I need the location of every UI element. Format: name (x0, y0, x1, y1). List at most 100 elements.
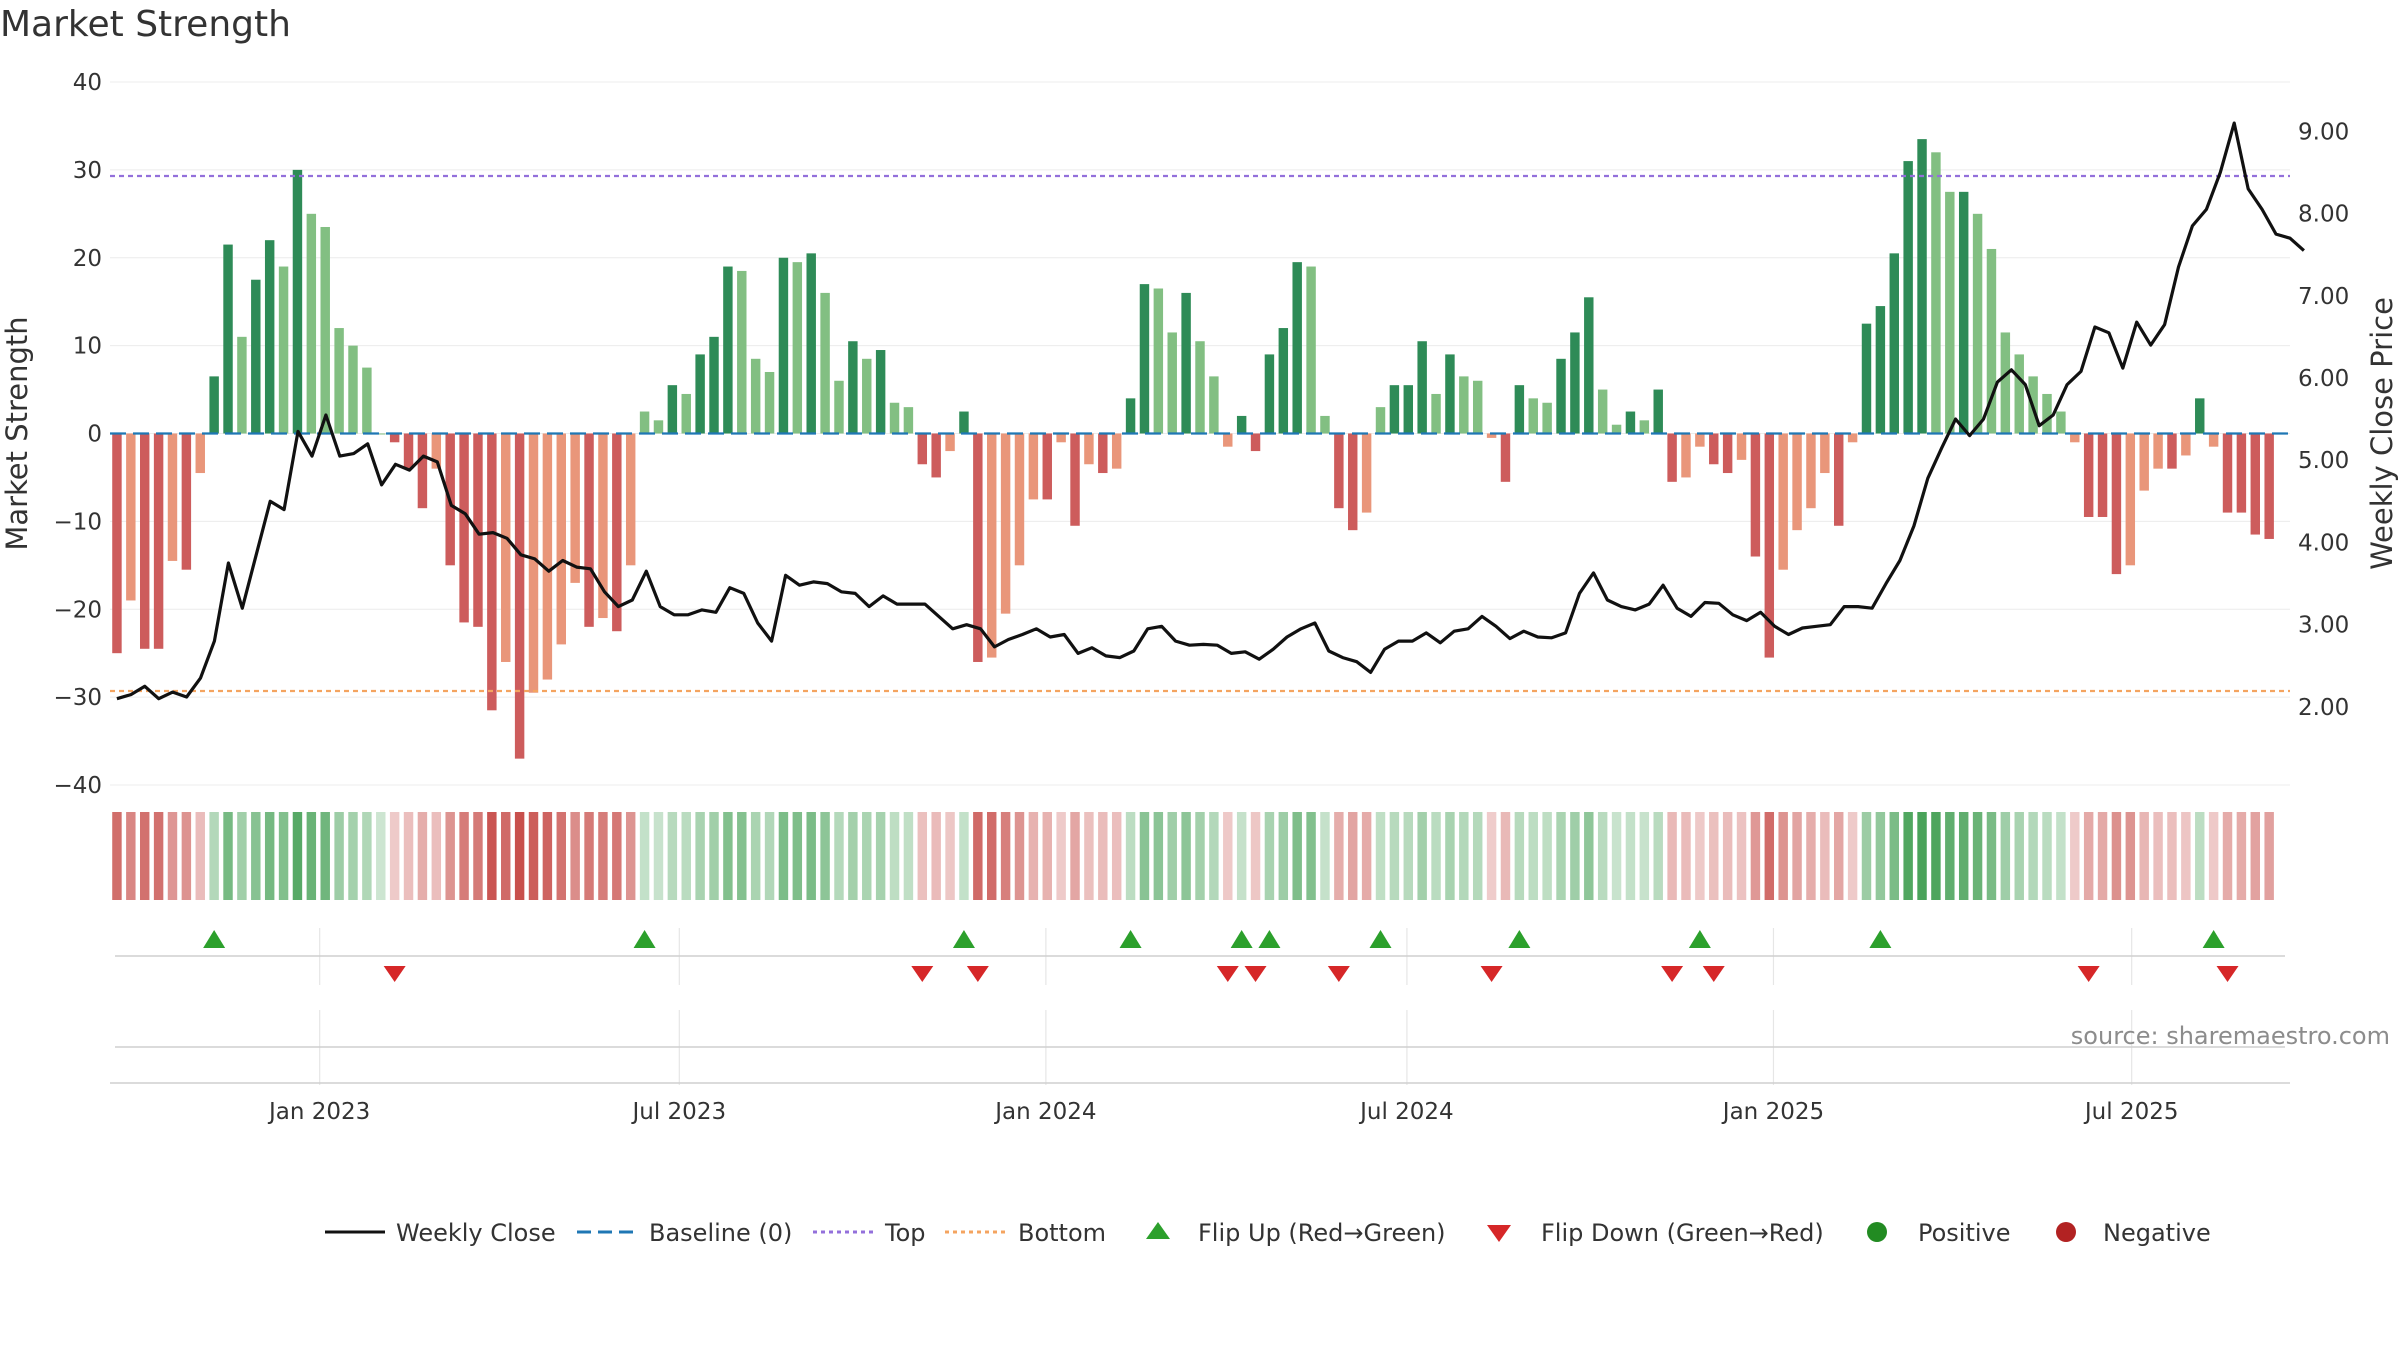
strength-bar (2181, 433, 2191, 456)
strength-bar (1736, 433, 1747, 460)
source-label: source: sharemaestro.com (2071, 1022, 2390, 1050)
legend-top-label: Top (884, 1219, 926, 1247)
flip-up-marker (2202, 930, 2225, 948)
strength-bar (1514, 385, 1525, 434)
heat-cell (112, 812, 122, 900)
strength-bar (848, 341, 858, 434)
strength-bar (750, 358, 761, 434)
y-left-tick-label: −30 (53, 685, 102, 711)
flip-down-marker (1702, 966, 1725, 982)
heat-cell (1556, 812, 1566, 900)
heat-cell (1542, 812, 1552, 900)
y-left-tick-label: −10 (53, 509, 102, 535)
heat-cell (1111, 812, 1122, 900)
strength-bar (1834, 433, 1844, 526)
strength-bar (1472, 380, 1483, 434)
strength-bar (875, 350, 886, 434)
strength-bar (1195, 341, 1205, 434)
heat-cell (1348, 812, 1358, 900)
heat-cell (709, 812, 719, 900)
strength-bar (639, 411, 650, 434)
strength-bar (1792, 433, 1802, 531)
strength-bar (1486, 433, 1497, 438)
strength-bar (695, 354, 705, 434)
legend-flip-down-swatch (1487, 1225, 1511, 1242)
heat-cell (1625, 812, 1636, 900)
heat-cell (1972, 812, 1983, 900)
strength-bar (1820, 433, 1830, 474)
strength-bar (584, 433, 594, 627)
heat-cell (1667, 812, 1677, 900)
flip-up-marker (1688, 930, 1711, 948)
heat-cell (431, 812, 442, 900)
heat-cell (334, 812, 344, 900)
heat-cell (1000, 812, 1011, 900)
heat-cell (1098, 812, 1108, 900)
y-right-tick-label: 4.00 (2298, 530, 2349, 556)
heat-cell (2042, 812, 2052, 900)
heat-cell (2139, 812, 2149, 900)
heat-cell (1320, 812, 1330, 900)
heat-cell (903, 812, 914, 900)
strength-bar (764, 371, 775, 434)
heat-cell (598, 812, 608, 900)
heat-cell (1958, 812, 1969, 900)
strength-bar (1528, 398, 1538, 434)
heat-cell (1153, 812, 1164, 900)
heat-cell (403, 812, 414, 900)
strength-bar (1431, 393, 1441, 434)
strength-bar (612, 433, 622, 632)
heat-cell (1639, 812, 1650, 900)
heat-cell (889, 812, 900, 900)
strength-bar (1806, 433, 1816, 509)
strength-bar (1334, 433, 1344, 509)
strength-bar (1292, 262, 1302, 434)
strength-bar (834, 380, 844, 434)
strength-bar (1445, 354, 1455, 434)
heat-cell (1486, 812, 1497, 900)
flip-down-marker (1480, 966, 1503, 982)
strength-bar (195, 433, 205, 474)
heat-cell (1611, 812, 1622, 900)
strength-bar (1223, 433, 1233, 447)
strength-bar (237, 336, 247, 434)
heat-cell (986, 812, 997, 900)
heat-cell (417, 812, 428, 900)
strength-bar (1750, 433, 1761, 557)
strength-bar (209, 376, 219, 434)
strength-bar (2208, 433, 2219, 447)
strength-bar (112, 433, 122, 654)
heat-cell (126, 812, 136, 900)
y-left-tick-label: −20 (53, 597, 102, 623)
flip-markers (203, 930, 2239, 982)
strength-bar (598, 433, 608, 619)
heat-cell (1597, 812, 1608, 900)
heat-cell (959, 812, 969, 900)
heat-cell (1389, 812, 1400, 900)
x-tick-label: Jan 2024 (993, 1099, 1096, 1125)
strength-bar (1764, 433, 1775, 658)
heat-cell (1945, 812, 1955, 900)
y-right-tick-label: 2.00 (2298, 695, 2349, 721)
strength-bar (709, 336, 719, 434)
heat-cell (737, 812, 747, 900)
heat-cell (542, 812, 553, 900)
strength-bar (1903, 161, 1913, 434)
heat-cell (459, 812, 469, 900)
strength-bar (1597, 389, 1608, 434)
strength-bar (334, 328, 344, 434)
heat-cell (1014, 812, 1025, 900)
strength-bar (2083, 433, 2094, 517)
strength-bar (1695, 433, 1705, 447)
strength-bar (806, 253, 816, 434)
heat-cell (1250, 812, 1261, 900)
strength-bar (1722, 433, 1733, 474)
legend-flip-up-swatch (1146, 1222, 1170, 1239)
strength-bar (1847, 433, 1858, 443)
heat-cell (2264, 812, 2274, 900)
flip-down-marker (966, 966, 989, 982)
strength-bar (1070, 433, 1080, 526)
heat-cell (1375, 812, 1386, 900)
heat-cell (2125, 812, 2136, 900)
